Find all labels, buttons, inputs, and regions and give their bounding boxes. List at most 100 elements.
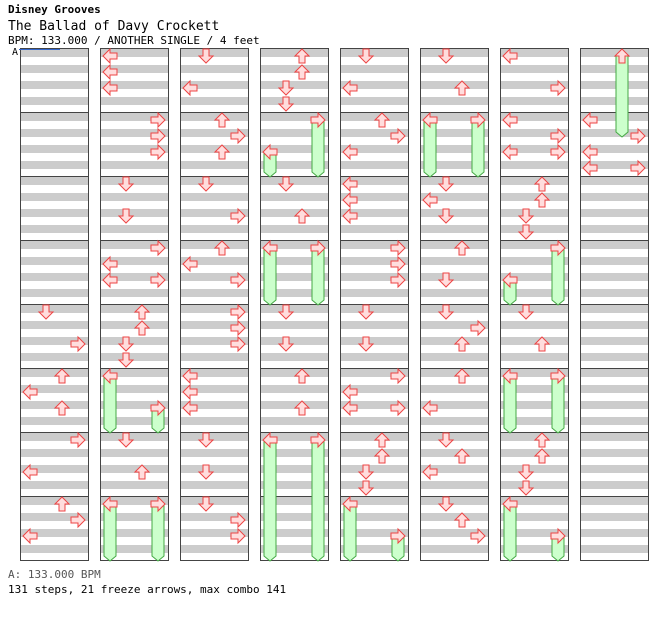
beat-stripe [101,193,168,201]
arrow-left-icon [582,111,598,129]
chart-info: BPM: 133.000 / ANOTHER SINGLE / 4 feet [8,34,260,47]
beat-stripe [501,65,568,73]
measure-block [20,496,89,561]
beat-stripe [261,97,328,105]
beat-stripe [341,225,408,233]
arrow-down-icon [117,176,135,192]
beat-stripe [181,417,248,425]
beat-stripe [421,113,488,121]
arrow-right-icon [310,239,326,257]
arrow-right-icon [150,271,166,289]
beat-stripe [581,497,648,505]
arrow-left-icon [102,63,118,81]
arrow-left-icon [342,175,358,193]
arrow-right-icon [230,511,246,529]
beat-stripe [181,65,248,73]
beat-stripe [21,385,88,393]
beat-stripe [101,129,168,137]
arrow-right-icon [550,79,566,97]
arrow-right-icon [390,271,406,289]
beat-stripe [341,385,408,393]
arrow-down-icon [197,496,215,512]
beat-stripe [181,401,248,409]
measure-block [260,496,329,561]
arrow-down-icon [357,464,375,480]
arrow-down-icon [357,336,375,352]
beat-stripe [581,193,648,201]
beat-stripe [181,337,248,345]
arrow-up-icon [533,336,551,352]
arrow-left-icon [102,255,118,273]
arrow-right-icon [550,239,566,257]
beat-stripe [581,369,648,377]
arrow-down-icon [437,432,455,448]
beat-stripe [21,49,88,57]
beat-stripe [261,305,328,313]
beat-stripe [341,257,408,265]
beat-stripe [181,433,248,441]
beat-stripe [581,529,648,537]
beat-stripe [181,177,248,185]
beat-stripe [101,65,168,73]
freeze-arrow-body [343,503,357,562]
beat-stripe [261,273,328,281]
beat-stripe [581,145,648,153]
bpm-footer: A: 133.000 BPM [8,568,101,581]
beat-stripe [421,385,488,393]
arrow-down-icon [197,432,215,448]
beat-stripe [341,129,408,137]
beat-stripe [421,433,488,441]
arrow-left-icon [422,111,438,129]
arrow-down-icon [277,336,295,352]
beat-stripe [501,481,568,489]
beat-stripe [581,417,648,425]
beat-stripe [181,289,248,297]
arrow-down-icon [517,208,535,224]
arrow-right-icon [470,527,486,545]
beat-stripe [21,145,88,153]
beat-stripe [101,433,168,441]
beat-stripe [261,113,328,121]
beat-stripe [421,49,488,57]
arrow-right-icon [150,239,166,257]
arrow-down-icon [437,496,455,512]
arrow-down-icon [437,208,455,224]
arrow-down-icon [277,176,295,192]
arrow-down-icon [277,80,295,96]
beat-stripe [341,161,408,169]
beat-stripe [21,401,88,409]
beat-stripe [21,273,88,281]
arrow-left-icon [422,463,438,481]
beat-stripe [581,241,648,249]
beat-stripe [21,449,88,457]
beat-stripe [261,465,328,473]
beat-stripe [21,337,88,345]
beat-stripe [181,465,248,473]
beat-stripe [21,353,88,361]
arrow-down-icon [517,224,535,240]
freeze-arrow-body [471,119,485,178]
beat-stripe [181,161,248,169]
arrow-up-icon [613,48,631,64]
beat-stripe [181,321,248,329]
beat-stripe [181,49,248,57]
beat-stripe [181,305,248,313]
freeze-arrow-body [311,439,325,562]
arrow-left-icon [102,367,118,385]
arrow-down-icon [437,48,455,64]
beat-stripe [21,369,88,377]
arrow-up-icon [373,112,391,128]
arrow-left-icon [502,271,518,289]
beat-stripe [501,465,568,473]
beat-stripe [21,545,88,553]
bpm-marker: A [12,47,19,58]
beat-stripe [181,97,248,105]
beat-stripe [101,385,168,393]
arrow-right-icon [390,527,406,545]
freeze-arrow-body [263,247,277,306]
beat-stripe [261,497,328,505]
arrow-left-icon [342,399,358,417]
measure-block [500,496,569,561]
beat-stripe [21,129,88,137]
